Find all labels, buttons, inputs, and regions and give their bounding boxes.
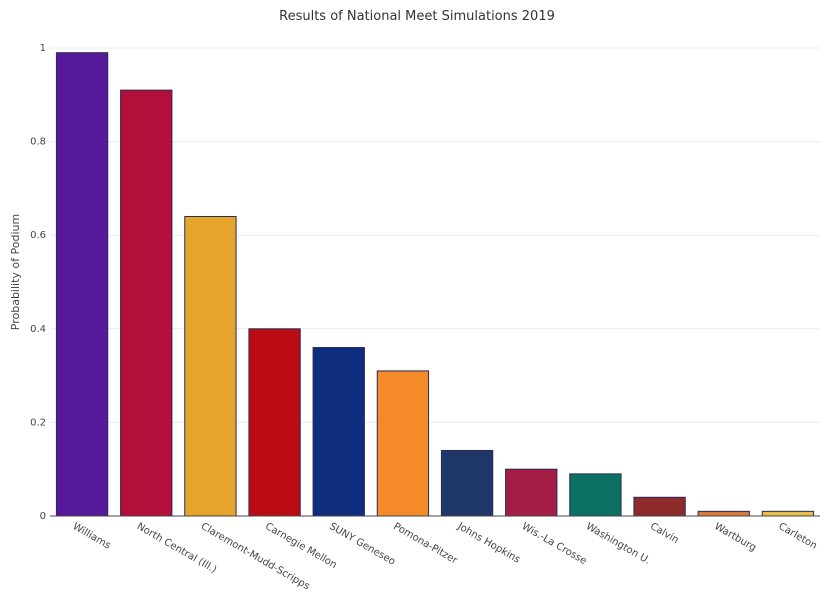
y-tick-labels: 0 0.2 0.4 0.6 0.8 1 bbox=[30, 43, 46, 522]
x-tick-label: Washington U. bbox=[584, 521, 652, 567]
bar bbox=[761, 510, 815, 517]
x-tick-label: Williams bbox=[71, 521, 113, 551]
chart-title: Results of National Meet Simulations 201… bbox=[279, 9, 555, 24]
bars bbox=[55, 52, 815, 517]
bar bbox=[505, 468, 558, 517]
x-tick-label: Wartburg bbox=[712, 521, 758, 554]
x-tick-label: Pomona-Pitzer bbox=[391, 521, 459, 567]
bar bbox=[55, 52, 109, 517]
bar bbox=[440, 449, 494, 517]
bar bbox=[376, 370, 430, 517]
y-axis-label: Probability of Podium bbox=[9, 214, 22, 330]
bar bbox=[184, 215, 237, 517]
y-tick-label: 0.2 bbox=[30, 417, 46, 428]
y-tick-label: 0 bbox=[40, 511, 46, 522]
bar bbox=[697, 510, 750, 517]
y-tick-label: 0.4 bbox=[30, 324, 46, 335]
x-tick-label: Calvin bbox=[648, 521, 680, 546]
bar bbox=[248, 328, 301, 517]
x-tick-label: Johns Hopkins bbox=[455, 521, 522, 566]
y-tick-label: 0.6 bbox=[30, 230, 46, 241]
bar bbox=[312, 347, 365, 517]
gridlines bbox=[50, 47, 820, 423]
bar bbox=[633, 496, 686, 517]
bar bbox=[569, 473, 622, 517]
x-tick-label: Claremont-Mudd-Scripps bbox=[199, 521, 312, 592]
x-tick-label: Wis.-La Crosse bbox=[520, 521, 589, 567]
x-tick-label: Carleton bbox=[776, 521, 818, 552]
y-tick-label: 0.8 bbox=[30, 137, 46, 148]
bar bbox=[120, 89, 173, 517]
x-tick-labels: Williams North Central (Ill.)Claremont-Mu… bbox=[71, 521, 819, 592]
y-tick-label: 1 bbox=[40, 43, 46, 54]
